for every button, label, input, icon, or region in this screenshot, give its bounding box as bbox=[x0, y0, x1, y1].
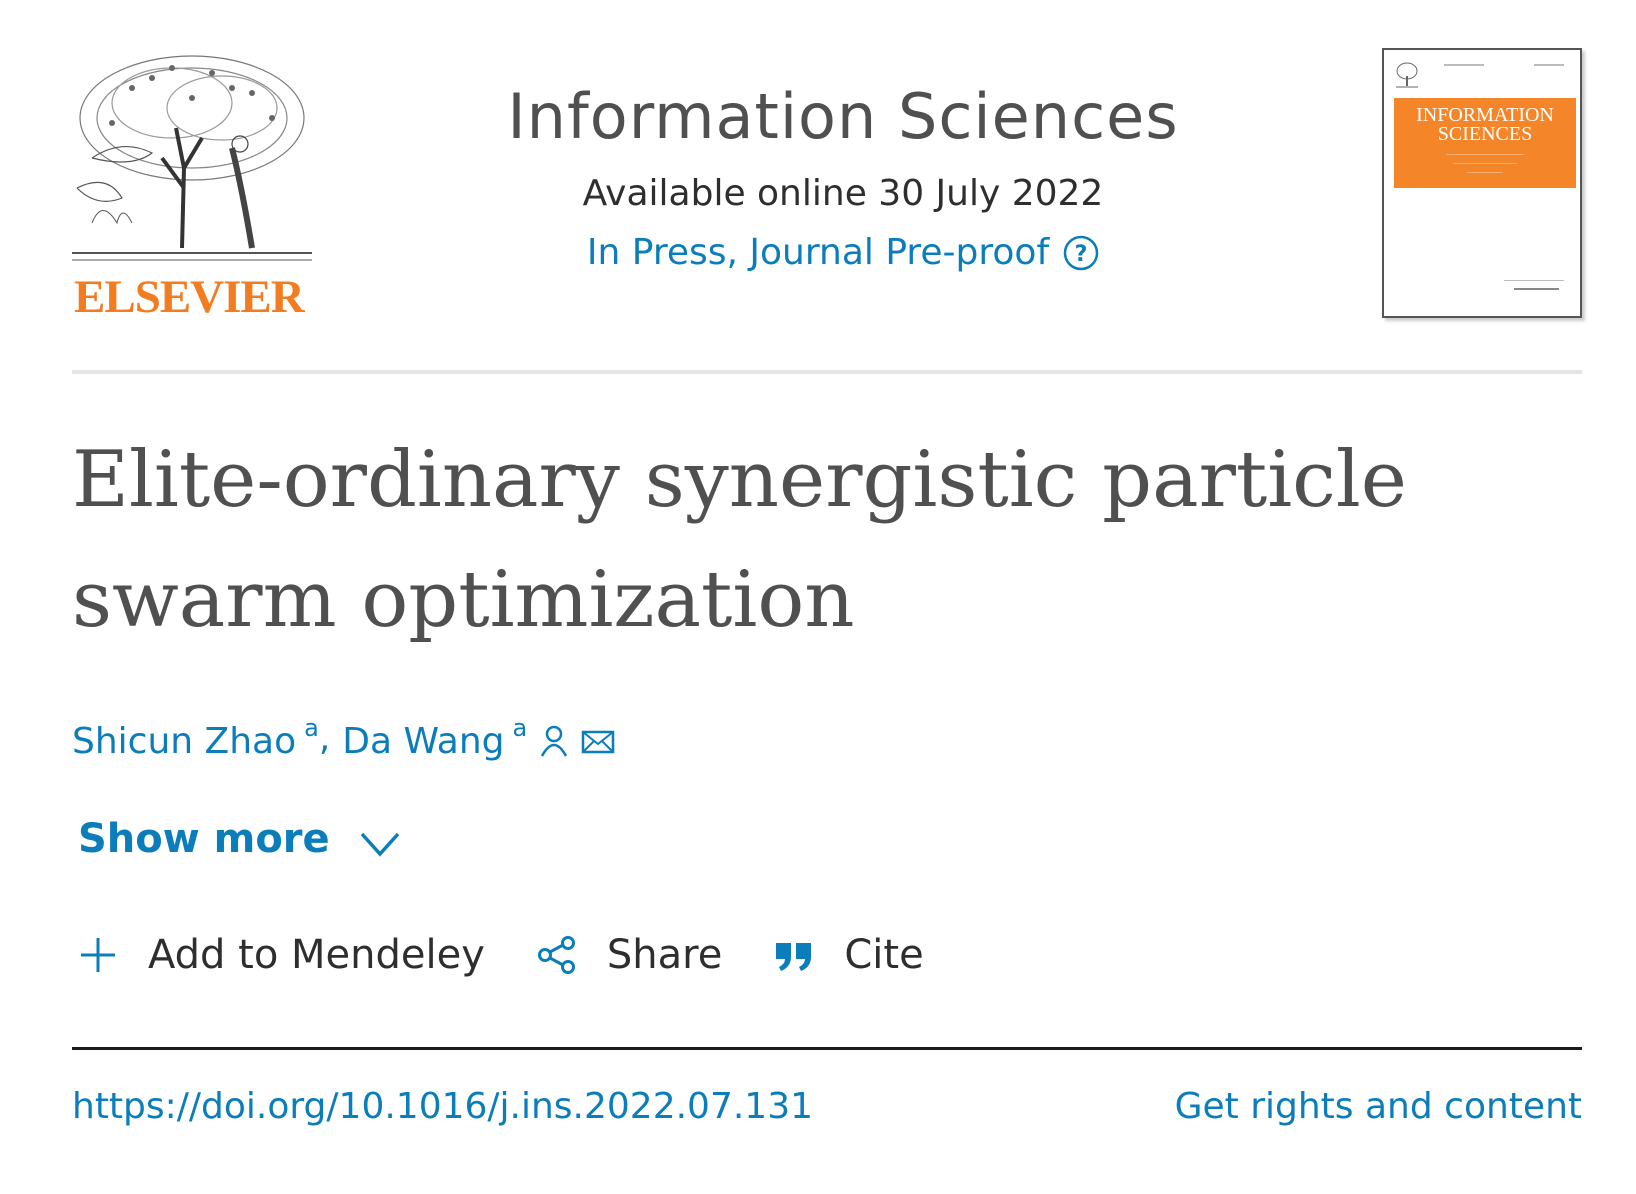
share-label: Share bbox=[606, 932, 723, 978]
journal-cover-thumbnail[interactable]: INFORMATION SCIENCES ――――――――――― ――――――――… bbox=[1382, 48, 1582, 318]
show-more-label: Show more bbox=[78, 816, 330, 862]
author-link[interactable]: Shicun Zhao a bbox=[72, 714, 319, 762]
cover-text-line bbox=[1444, 64, 1484, 66]
svg-text:?: ? bbox=[1075, 242, 1088, 267]
chevron-down-icon bbox=[360, 832, 399, 857]
cite-label: Cite bbox=[844, 932, 924, 978]
show-more-button[interactable]: Show more bbox=[78, 816, 402, 862]
cover-title: INFORMATION SCIENCES bbox=[1416, 104, 1554, 145]
author-affiliation: a bbox=[304, 714, 319, 742]
help-icon[interactable]: ? bbox=[1063, 235, 1099, 271]
mail-icon[interactable] bbox=[581, 724, 615, 758]
add-to-mendeley-label: Add to Mendeley bbox=[148, 932, 485, 978]
journal-title-link[interactable]: Information Sciences bbox=[507, 80, 1179, 153]
tree-icon bbox=[72, 55, 312, 261]
author-name: Shicun Zhao bbox=[72, 721, 297, 762]
journal-info: Information Sciences Available online 30… bbox=[72, 80, 1614, 273]
person-icon[interactable] bbox=[539, 724, 569, 758]
status-text: In Press, Journal Pre-proof bbox=[586, 232, 1050, 273]
cover-subtitle-lines: ――――――――――― ――――――――― ――――― ―――――――― bbox=[1446, 150, 1524, 194]
cover-title-band: INFORMATION SCIENCES ――――――――――― ――――――――… bbox=[1394, 98, 1576, 194]
author-link[interactable]: Da Wang a bbox=[342, 714, 527, 762]
author-name: Da Wang bbox=[342, 721, 505, 762]
share-button[interactable]: Share bbox=[537, 932, 722, 978]
author-affiliation: a bbox=[512, 714, 528, 742]
share-icon bbox=[537, 936, 575, 974]
quote-icon bbox=[776, 943, 812, 971]
cite-button[interactable]: Cite bbox=[774, 932, 924, 978]
cover-text-line bbox=[1534, 64, 1564, 66]
cover-text-line bbox=[1504, 280, 1564, 281]
header-divider bbox=[72, 370, 1582, 374]
cover-tree-icon bbox=[1396, 62, 1418, 88]
article-title: Elite-ordinary synergistic particle swar… bbox=[72, 435, 1407, 645]
journal-header: ELSEVIER Information Sciences Available … bbox=[72, 48, 1582, 323]
available-online: Available online 30 July 2022 bbox=[582, 173, 1104, 214]
get-rights-link[interactable]: Get rights and content bbox=[1174, 1086, 1582, 1127]
elsevier-wordmark: ELSEVIER bbox=[74, 271, 305, 323]
elsevier-logo[interactable]: ELSEVIER bbox=[72, 48, 312, 323]
author-list: Shicun Zhao a , Da Wang a bbox=[72, 714, 615, 762]
actions-divider bbox=[72, 1047, 1582, 1050]
plus-icon bbox=[81, 938, 115, 972]
add-to-mendeley-button[interactable]: Add to Mendeley bbox=[78, 932, 485, 978]
article-actions: Add to Mendeley Share Cite bbox=[78, 932, 976, 978]
cover-text-line bbox=[1514, 288, 1559, 290]
author-separator: , bbox=[318, 718, 331, 759]
status-label[interactable]: In Press, Journal Pre-proof ? bbox=[587, 232, 1099, 273]
doi-link[interactable]: https://doi.org/10.1016/j.ins.2022.07.13… bbox=[72, 1086, 814, 1127]
